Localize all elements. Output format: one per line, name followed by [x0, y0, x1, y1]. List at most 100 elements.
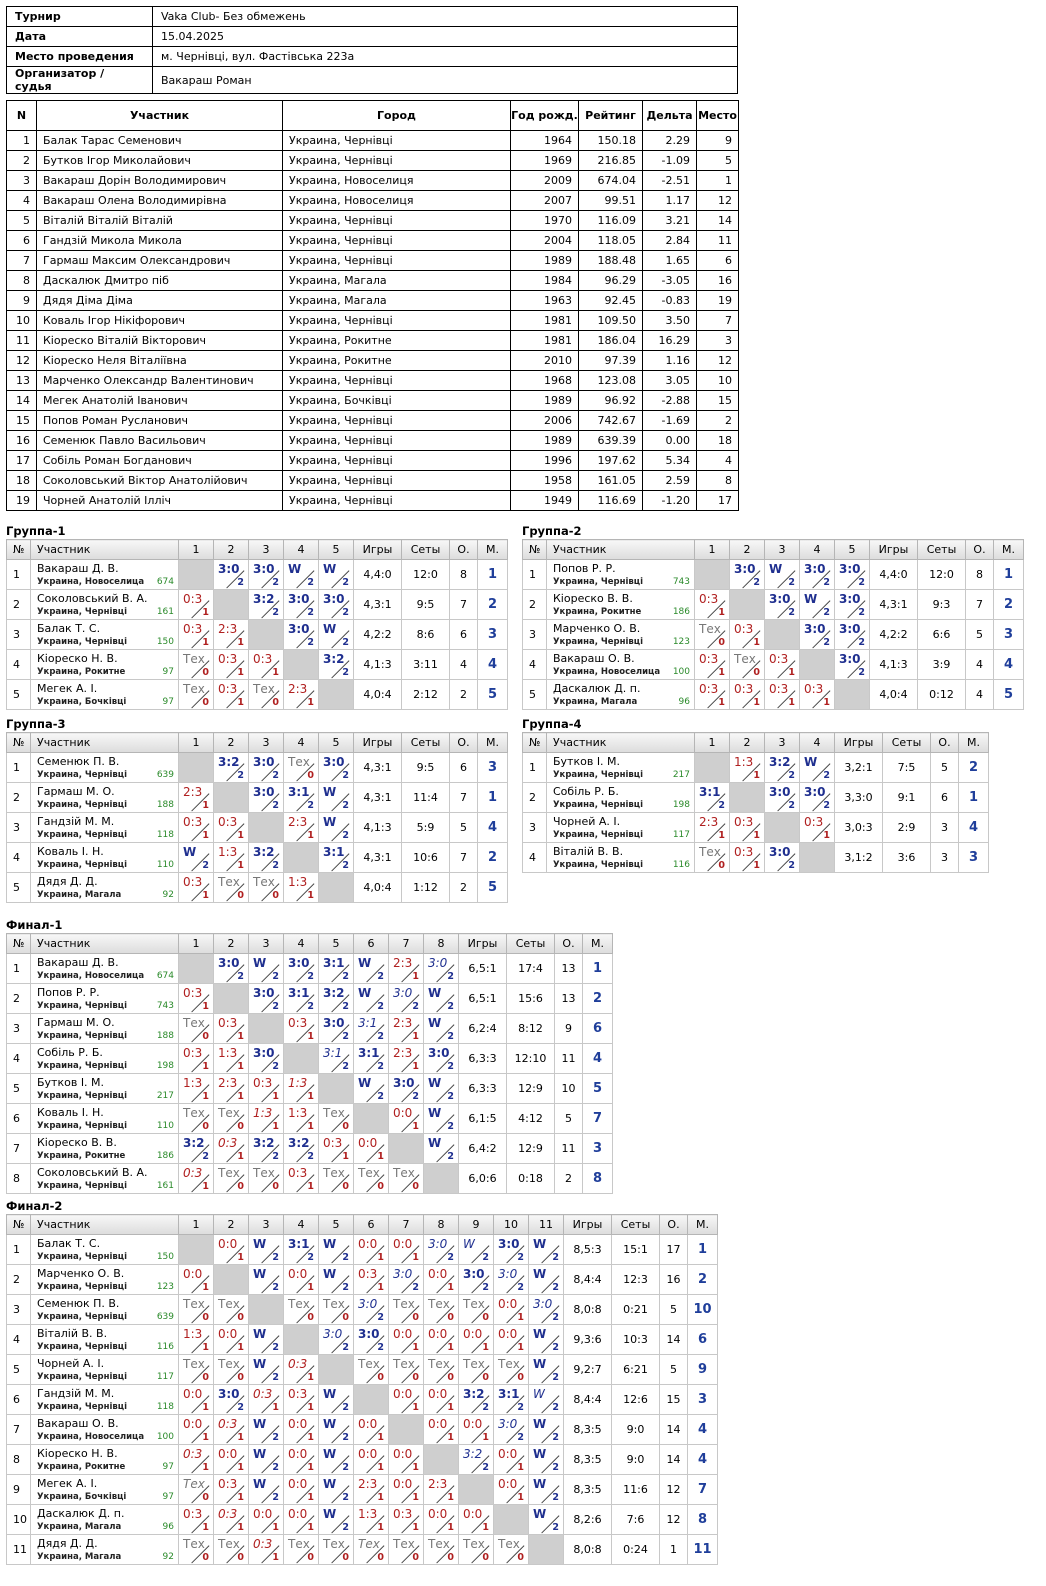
match-score: 3:1: [323, 845, 345, 859]
match-result: 2:3 1: [215, 621, 248, 649]
player-name: Соколовський В. А.: [37, 1166, 148, 1179]
match-result: Тех 0: [285, 1536, 318, 1564]
column-header: 1: [694, 732, 730, 753]
score-cell: 3:0 2: [318, 752, 354, 783]
column-header: 3: [764, 539, 800, 560]
match-points: 2: [342, 770, 349, 781]
participant-cell: 150.18: [578, 130, 643, 151]
score-cell: 0:0 1: [458, 1414, 494, 1445]
participant-row: 10 Коваль Ігор Нікіфорович Украина, Чернів…: [6, 310, 739, 331]
column-header: Сеты: [917, 539, 966, 560]
score-cell: 3:2 2: [318, 649, 354, 680]
place-cell: 2: [477, 589, 508, 620]
score-cell: 2:3 1: [694, 812, 730, 843]
match-result: 3:0 2: [215, 1386, 248, 1414]
games-cell: 3,3:0: [834, 782, 883, 813]
score-slash: [261, 1485, 280, 1504]
player-name: Бутков І. М.: [37, 1076, 105, 1089]
participant-cell: Дядя Діма Діма: [36, 290, 283, 311]
score-slash: [847, 570, 866, 589]
match-score: Тех: [288, 1297, 310, 1311]
match-points: 2: [517, 1252, 524, 1263]
player-cell: Вакараш Д. В. Украина, Новоселица 674: [30, 559, 179, 590]
match-points: 2: [237, 971, 244, 982]
score-slash: [366, 1275, 385, 1294]
match-points: 0: [202, 1372, 209, 1383]
participant-cell: Коваль Ігор Нікіфорович: [36, 310, 283, 331]
score-slash: [366, 1545, 385, 1564]
info-value: м. Чернівці, вул. Фастівська 223а: [152, 46, 738, 67]
participant-cell: 116.09: [578, 210, 643, 231]
match-score: W: [428, 1076, 442, 1090]
match-score: Тех: [323, 1166, 345, 1180]
sets-cell: 11:6: [611, 1474, 660, 1505]
match-points: 2: [237, 577, 244, 588]
column-header: Участник: [30, 1214, 179, 1235]
participant-cell: 1996: [510, 450, 579, 471]
match-result: 0:0 1: [285, 1506, 318, 1534]
group-block: Группа-4 № Участник 1 2 3 4 Игры Сеты О. М. 1 Бутков…: [522, 716, 989, 873]
group-row: 3 Чорней А. І. Украина, Чернівці 117 2:3 1 0:3…: [522, 812, 989, 843]
match-result: 3:0 2: [285, 621, 318, 649]
match-result: 3:2 2: [766, 754, 799, 782]
score-slash: [777, 793, 796, 812]
player-rating: 161: [156, 607, 174, 617]
score-cell: 3:0 2: [764, 782, 800, 813]
games-cell: 8,4:4: [563, 1264, 612, 1295]
place-cell: 8: [582, 1163, 613, 1194]
participant-row: 12 Кіореско Неля Віталіївна Украина, Рокит…: [6, 350, 739, 371]
participant-cell: Кіореско Віталій Вікторович: [36, 330, 283, 351]
group-row: 3 Гармаш М. О. Украина, Чернівці 188 Тех 0 0:3…: [6, 1013, 613, 1044]
score-slash: [296, 1144, 315, 1163]
column-header: Участник: [546, 732, 695, 753]
match-points: 2: [272, 971, 279, 982]
participant-cell: 1964: [510, 130, 579, 151]
place-cell: 9: [687, 1354, 718, 1385]
match-points: 2: [482, 1252, 489, 1263]
score-cell: Тех 0: [178, 1103, 214, 1134]
row-number: 10: [6, 1504, 31, 1535]
place-cell: 4: [477, 649, 508, 680]
player-name: Кіореско В. В.: [553, 592, 633, 605]
sets-cell: 6:6: [917, 619, 966, 650]
match-result: 0:0 1: [390, 1105, 423, 1133]
player-city: Украина, Чернівці: [37, 1001, 127, 1011]
participant-cell: 18: [696, 430, 739, 451]
match-score: 0:0: [393, 1327, 413, 1341]
points-cell: 8: [449, 559, 478, 590]
match-score: 3:0: [839, 592, 861, 606]
match-result: 3:0 2: [355, 1296, 388, 1324]
match-score: Тех: [183, 652, 205, 666]
score-cell: 0:3 1: [178, 589, 214, 620]
score-slash: [261, 1054, 280, 1073]
match-points: 2: [307, 1252, 314, 1263]
score-cell: 0:3 1: [764, 679, 800, 710]
score-slash: [191, 630, 210, 649]
match-score: Тех: [218, 875, 240, 889]
match-points: 2: [858, 637, 865, 648]
diagonal-cell: [764, 619, 800, 650]
column-header: О.: [554, 933, 583, 954]
match-points: 0: [202, 697, 209, 708]
games-cell: 6,5:1: [458, 983, 507, 1014]
match-score: 0:0: [183, 1417, 203, 1431]
score-slash: [261, 994, 280, 1013]
group-table: № Участник 1 2 3 4 Игры Сеты О. М. 1 Бутков І. М. Ук…: [522, 732, 989, 873]
match-score: 0:3: [218, 1016, 238, 1030]
games-cell: 6,4:2: [458, 1133, 507, 1164]
group-row: 3 Семенюк П. В. Украина, Чернівці 639 Тех 0 Те…: [6, 1294, 718, 1325]
participant-cell: 1984: [510, 270, 579, 291]
score-slash: [707, 600, 726, 619]
place-cell: 3: [687, 1384, 718, 1415]
score-slash: [401, 1054, 420, 1073]
score-cell: 3:0 2: [318, 1013, 354, 1044]
row-number: 5: [6, 1354, 31, 1385]
match-points: 2: [552, 1432, 559, 1443]
column-header: О.: [930, 732, 959, 753]
